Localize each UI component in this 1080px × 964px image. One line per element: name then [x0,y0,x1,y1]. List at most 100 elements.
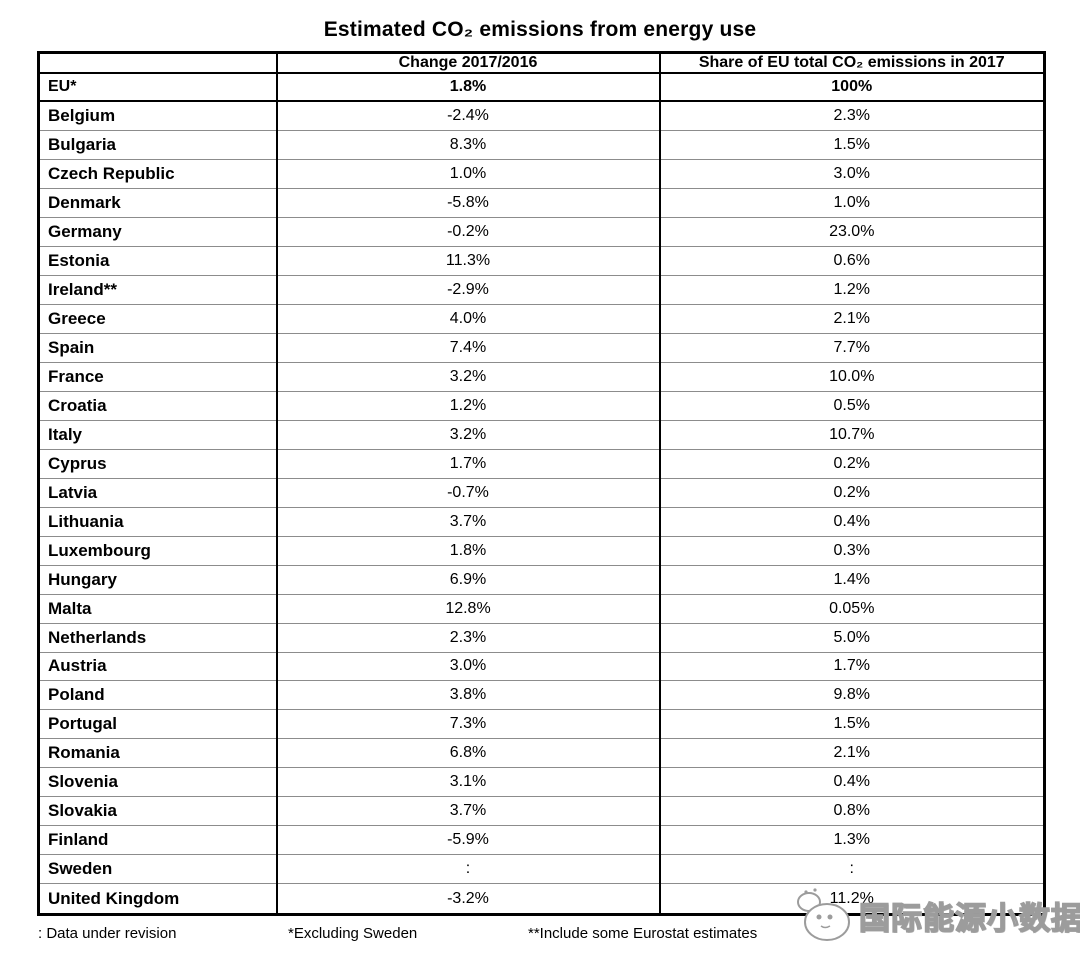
change-value-cell: 1.7% [275,449,660,479]
eu-change-value: 1.8% [275,73,660,102]
table-row: Latvia -0.7% 0.2% [38,478,1045,508]
share-value-cell: 0.3% [658,536,1045,566]
eu-label: EU* [38,73,277,102]
share-value-cell: 10.7% [658,420,1045,450]
country-name-cell: Lithuania [38,507,277,537]
share-value-cell: 2.1% [658,304,1045,334]
table-row: Sweden:: [38,854,1045,885]
share-value-cell: : [658,854,1045,885]
country-name-cell: Germany [38,217,277,247]
share-value-cell: 5.0% [658,623,1045,653]
table-row: France 3.2% 10.0% [38,362,1045,392]
emissions-table-container: Change 2017/2016 Share of EU total CO₂ e… [37,51,1046,916]
table-row: Italy 3.2% 10.7% [38,420,1045,450]
table-row: Denmark -5.8% 1.0% [38,188,1045,218]
column-header-blank [38,52,277,74]
header-row: Change 2017/2016 Share of EU total CO₂ e… [38,52,1045,74]
change-value-cell: : [275,854,660,885]
change-value-cell: 3.7% [275,507,660,537]
share-value-cell: 1.4% [658,565,1045,595]
country-name-cell: France [38,362,277,392]
change-value-cell: 6.8% [275,738,660,769]
table-row: Slovakia 3.7% 0.8% [38,796,1045,827]
table-row: Austria 3.0% 1.7% [38,652,1045,682]
change-value-cell: -5.8% [275,188,660,218]
country-name-cell: Latvia [38,478,277,508]
change-value-cell: -2.9% [275,275,660,305]
change-value-cell: 12.8% [275,594,660,624]
share-value-cell: 0.6% [658,246,1045,276]
change-value-cell: -0.2% [275,217,660,247]
table-row: Bulgaria 8.3% 1.5% [38,130,1045,160]
share-value-cell: 9.8% [658,680,1045,711]
country-name-cell: Spain [38,333,277,363]
table-row: Ireland** -2.9% 1.2% [38,275,1045,305]
footnote-data-under-revision: : Data under revision [38,925,177,942]
country-name-cell: Denmark [38,188,277,218]
column-header-change: Change 2017/2016 [275,52,660,74]
table-row: Greece 4.0% 2.1% [38,304,1045,334]
share-value-cell: 3.0% [658,159,1045,189]
table-row: United Kingdom -3.2% 11.2% [38,883,1045,915]
share-value-cell: 0.05% [658,594,1045,624]
change-value-cell: 7.4% [275,333,660,363]
share-value-cell: 0.5% [658,391,1045,421]
share-value-cell: 0.4% [658,767,1045,798]
country-name-cell: Belgium [38,100,277,131]
share-value-cell: 10.0% [658,362,1045,392]
eu-share-value: 100% [658,73,1045,102]
change-value-cell: -3.2% [275,883,660,915]
country-name-cell: Luxembourg [38,536,277,566]
country-name-cell: Portugal [38,709,277,740]
table-row: Germany -0.2% 23.0% [38,217,1045,247]
change-value-cell: 3.1% [275,767,660,798]
table-row: Belgium -2.4% 2.3% [38,100,1045,131]
change-value-cell: 7.3% [275,709,660,740]
country-name-cell: Estonia [38,246,277,276]
change-value-cell: -0.7% [275,478,660,508]
change-value-cell: -5.9% [275,825,660,856]
country-name-cell: Bulgaria [38,130,277,160]
share-value-cell: 1.7% [658,652,1045,682]
share-value-cell: 2.1% [658,738,1045,769]
change-value-cell: 3.0% [275,652,660,682]
share-value-cell: 1.3% [658,825,1045,856]
change-value-cell: 1.8% [275,536,660,566]
change-value-cell: 3.2% [275,420,660,450]
table-row: Lithuania 3.7% 0.4% [38,507,1045,537]
share-value-cell: 0.2% [658,478,1045,508]
country-name-cell: Romania [38,738,277,769]
change-value-cell: 11.3% [275,246,660,276]
change-value-cell: 3.8% [275,680,660,711]
change-value-cell: 8.3% [275,130,660,160]
table-row: Spain 7.4% 7.7% [38,333,1045,363]
table-row: Poland 3.8% 9.8% [38,680,1045,711]
change-value-cell: 3.2% [275,362,660,392]
country-name-cell: Italy [38,420,277,450]
footnotes: : Data under revision *Excluding Sweden … [38,925,1044,947]
table-row: Estonia 11.3% 0.6% [38,246,1045,276]
table-row: Portugal 7.3% 1.5% [38,709,1045,740]
change-value-cell: 2.3% [275,623,660,653]
table-row: Netherlands 2.3% 5.0% [38,623,1045,653]
country-name-cell: Hungary [38,565,277,595]
share-value-cell: 0.8% [658,796,1045,827]
table-row: Croatia 1.2% 0.5% [38,391,1045,421]
share-value-cell: 1.5% [658,709,1045,740]
table-row: Cyprus 1.7% 0.2% [38,449,1045,479]
table-row: Hungary 6.9% 1.4% [38,565,1045,595]
country-name-cell: Malta [38,594,277,624]
country-name-cell: Slovenia [38,767,277,798]
table-row: Czech Republic 1.0% 3.0% [38,159,1045,189]
page-title: Estimated CO₂ emissions from energy use [323,18,757,41]
country-name-cell: Slovakia [38,796,277,827]
country-name-cell: Finland [38,825,277,856]
country-name-cell: Sweden [38,854,277,885]
share-value-cell: 0.4% [658,507,1045,537]
country-name-cell: Netherlands [38,623,277,653]
share-value-cell: 23.0% [658,217,1045,247]
change-value-cell: 1.0% [275,159,660,189]
change-value-cell: -2.4% [275,100,660,131]
table-row: Slovenia 3.1% 0.4% [38,767,1045,798]
table-row: Romania 6.8% 2.1% [38,738,1045,769]
